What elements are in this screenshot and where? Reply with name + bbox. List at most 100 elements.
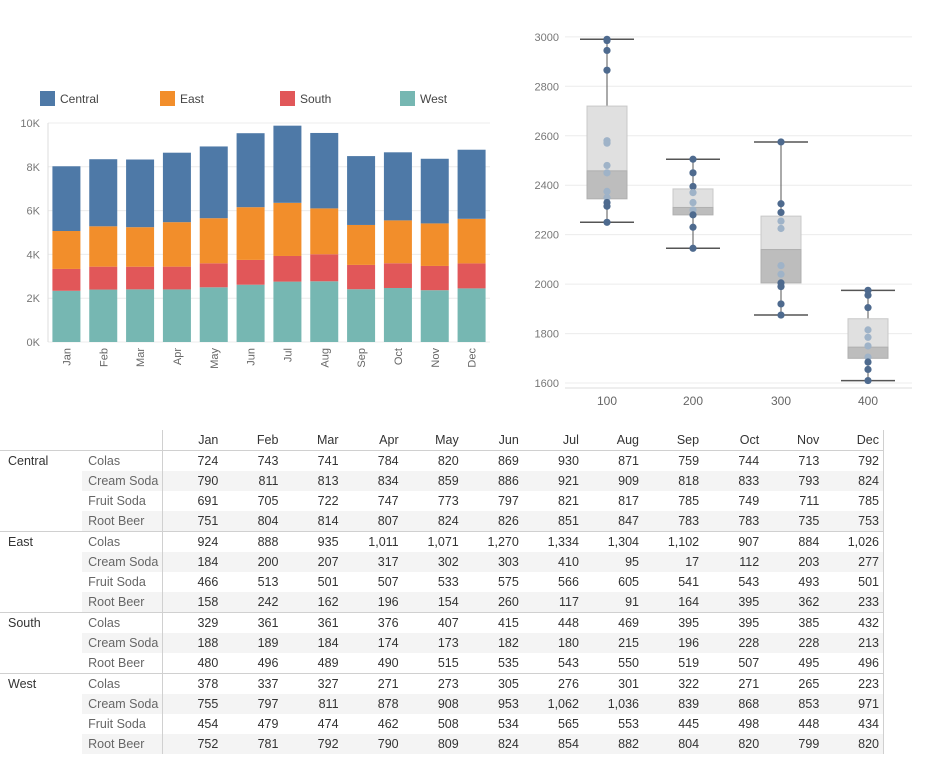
value-cell: 203 bbox=[763, 552, 824, 572]
value-cell: 553 bbox=[618, 717, 639, 731]
table-row: West Colas 378 337 327 271 273 305 276 301 322 271 2… bbox=[0, 673, 885, 754]
data-point bbox=[777, 224, 785, 233]
table-row: Fruit Soda 466 513 501 507 533 575 566 605 541 543… bbox=[0, 572, 885, 592]
x-tick-label: Apr bbox=[172, 348, 184, 365]
bar-segment-west-may bbox=[199, 287, 228, 342]
x-tick-label: May bbox=[209, 348, 221, 369]
product-label: Root Beer bbox=[82, 592, 163, 613]
value-cell: 493 bbox=[798, 575, 820, 589]
data-point bbox=[689, 223, 697, 231]
table-row: Cream Soda 184 200 207 317 302 303 410 95 17 112 20… bbox=[0, 552, 885, 572]
table-row: Fruit Soda 454 479 474 462 508 534 565 553 445 498… bbox=[0, 714, 885, 734]
value-cell: 541 bbox=[678, 575, 700, 589]
value-cell: 196 bbox=[643, 633, 704, 653]
value-cell: 434 bbox=[823, 714, 885, 734]
table-header: Jan Feb Mar Apr May Jun Jul Aug Sep Oct Nov Dec bbox=[0, 430, 885, 451]
data-point bbox=[777, 261, 785, 270]
value-cell: 811 bbox=[282, 694, 343, 714]
data-point bbox=[777, 208, 785, 217]
value-cell: 833 bbox=[703, 471, 764, 491]
value-cell: 820 bbox=[402, 450, 463, 471]
value-cell: 432 bbox=[823, 612, 885, 633]
value-cell: 233 bbox=[823, 592, 885, 613]
value-cell: 921 bbox=[522, 471, 583, 491]
value-cell: 854 bbox=[522, 734, 583, 754]
value-cell: 797 bbox=[497, 494, 519, 508]
value-cell: 868 bbox=[703, 694, 764, 714]
value-cell: 410 bbox=[522, 552, 583, 572]
value-cell: 301 bbox=[582, 673, 643, 694]
value-cell: 753 bbox=[823, 511, 885, 532]
value-cell: 759 bbox=[643, 450, 704, 471]
value-cell: 804 bbox=[643, 734, 704, 754]
value-cell: 785 bbox=[823, 491, 885, 511]
value-cell: 882 bbox=[582, 734, 643, 754]
value-cell: 930 bbox=[522, 450, 583, 471]
column-header-jan: Jan bbox=[198, 433, 219, 447]
value-cell: 907 bbox=[703, 531, 764, 552]
y-tick-label: 3000 bbox=[535, 32, 559, 44]
bar-segment-south-sep bbox=[347, 264, 376, 290]
value-cell: 533 bbox=[437, 575, 459, 589]
value-cell: 329 bbox=[162, 612, 223, 633]
x-tick-label: Nov bbox=[430, 348, 442, 368]
value-cell: 605 bbox=[618, 575, 639, 589]
x-tick-label: Jun bbox=[246, 348, 258, 366]
data-point bbox=[777, 311, 785, 319]
value-cell: 466 bbox=[197, 575, 219, 589]
value-cell: 908 bbox=[402, 694, 463, 714]
value-cell: 924 bbox=[162, 531, 223, 552]
value-cell: 265 bbox=[763, 673, 824, 694]
table-row: Root Beer 752 781 792 790 809 824 854 882 804 820 7… bbox=[0, 734, 885, 754]
legend: Central East South West bbox=[40, 91, 448, 106]
value-cell: 814 bbox=[282, 511, 343, 532]
value-cell: 385 bbox=[763, 612, 824, 633]
value-cell: 213 bbox=[823, 633, 885, 653]
value-cell: 869 bbox=[462, 450, 523, 471]
value-cell: 790 bbox=[342, 734, 403, 754]
x-tick-label: Jan bbox=[61, 348, 73, 366]
value-cell: 174 bbox=[342, 633, 403, 653]
value-cell: 752 bbox=[162, 734, 223, 754]
value-cell: 327 bbox=[282, 673, 343, 694]
value-cell: 242 bbox=[222, 592, 283, 613]
data-point bbox=[777, 217, 785, 225]
product-label: Cream Soda bbox=[82, 552, 163, 572]
data-point bbox=[864, 342, 872, 350]
value-cell: 498 bbox=[738, 717, 760, 731]
data-point bbox=[777, 138, 785, 146]
region-label: Central bbox=[0, 450, 83, 532]
data-point bbox=[603, 66, 611, 74]
value-cell: 824 bbox=[462, 734, 523, 754]
x-tick-label: Jul bbox=[282, 348, 294, 362]
value-cell: 713 bbox=[763, 450, 824, 471]
value-cell: 834 bbox=[342, 471, 403, 491]
data-point bbox=[689, 244, 697, 252]
value-cell: 534 bbox=[497, 717, 519, 731]
data-point bbox=[603, 187, 611, 195]
value-cell: 743 bbox=[222, 450, 283, 471]
value-cell: 260 bbox=[462, 592, 523, 613]
value-cell: 878 bbox=[342, 694, 403, 714]
value-cell: 543 bbox=[738, 575, 760, 589]
product-label: Fruit Soda bbox=[82, 491, 163, 511]
column-header-feb: Feb bbox=[256, 433, 279, 447]
x-tick-label: Aug bbox=[319, 348, 331, 368]
box-300 bbox=[754, 138, 808, 319]
value-cell: 495 bbox=[798, 656, 820, 670]
value-cell: 317 bbox=[342, 552, 403, 572]
sales-table: Jan Feb Mar Apr May Jun Jul Aug Sep Oct Nov Dec Cen… bbox=[0, 430, 885, 754]
bar-segment-east-nov bbox=[420, 223, 449, 266]
value-cell: 395 bbox=[703, 612, 764, 633]
column-header-sep: Sep bbox=[676, 433, 700, 447]
value-cell: 337 bbox=[222, 673, 283, 694]
bar-segment-south-jan bbox=[52, 268, 81, 291]
product-label: Colas bbox=[82, 673, 163, 694]
x-tick-label: Mar bbox=[135, 348, 147, 367]
bar-segment-south-jul bbox=[273, 255, 302, 282]
value-cell: 184 bbox=[162, 552, 223, 572]
value-cell: 415 bbox=[462, 612, 523, 633]
value-cell: 790 bbox=[162, 471, 223, 491]
value-cell: 361 bbox=[222, 612, 283, 633]
bar-segment-central-nov bbox=[420, 158, 449, 224]
